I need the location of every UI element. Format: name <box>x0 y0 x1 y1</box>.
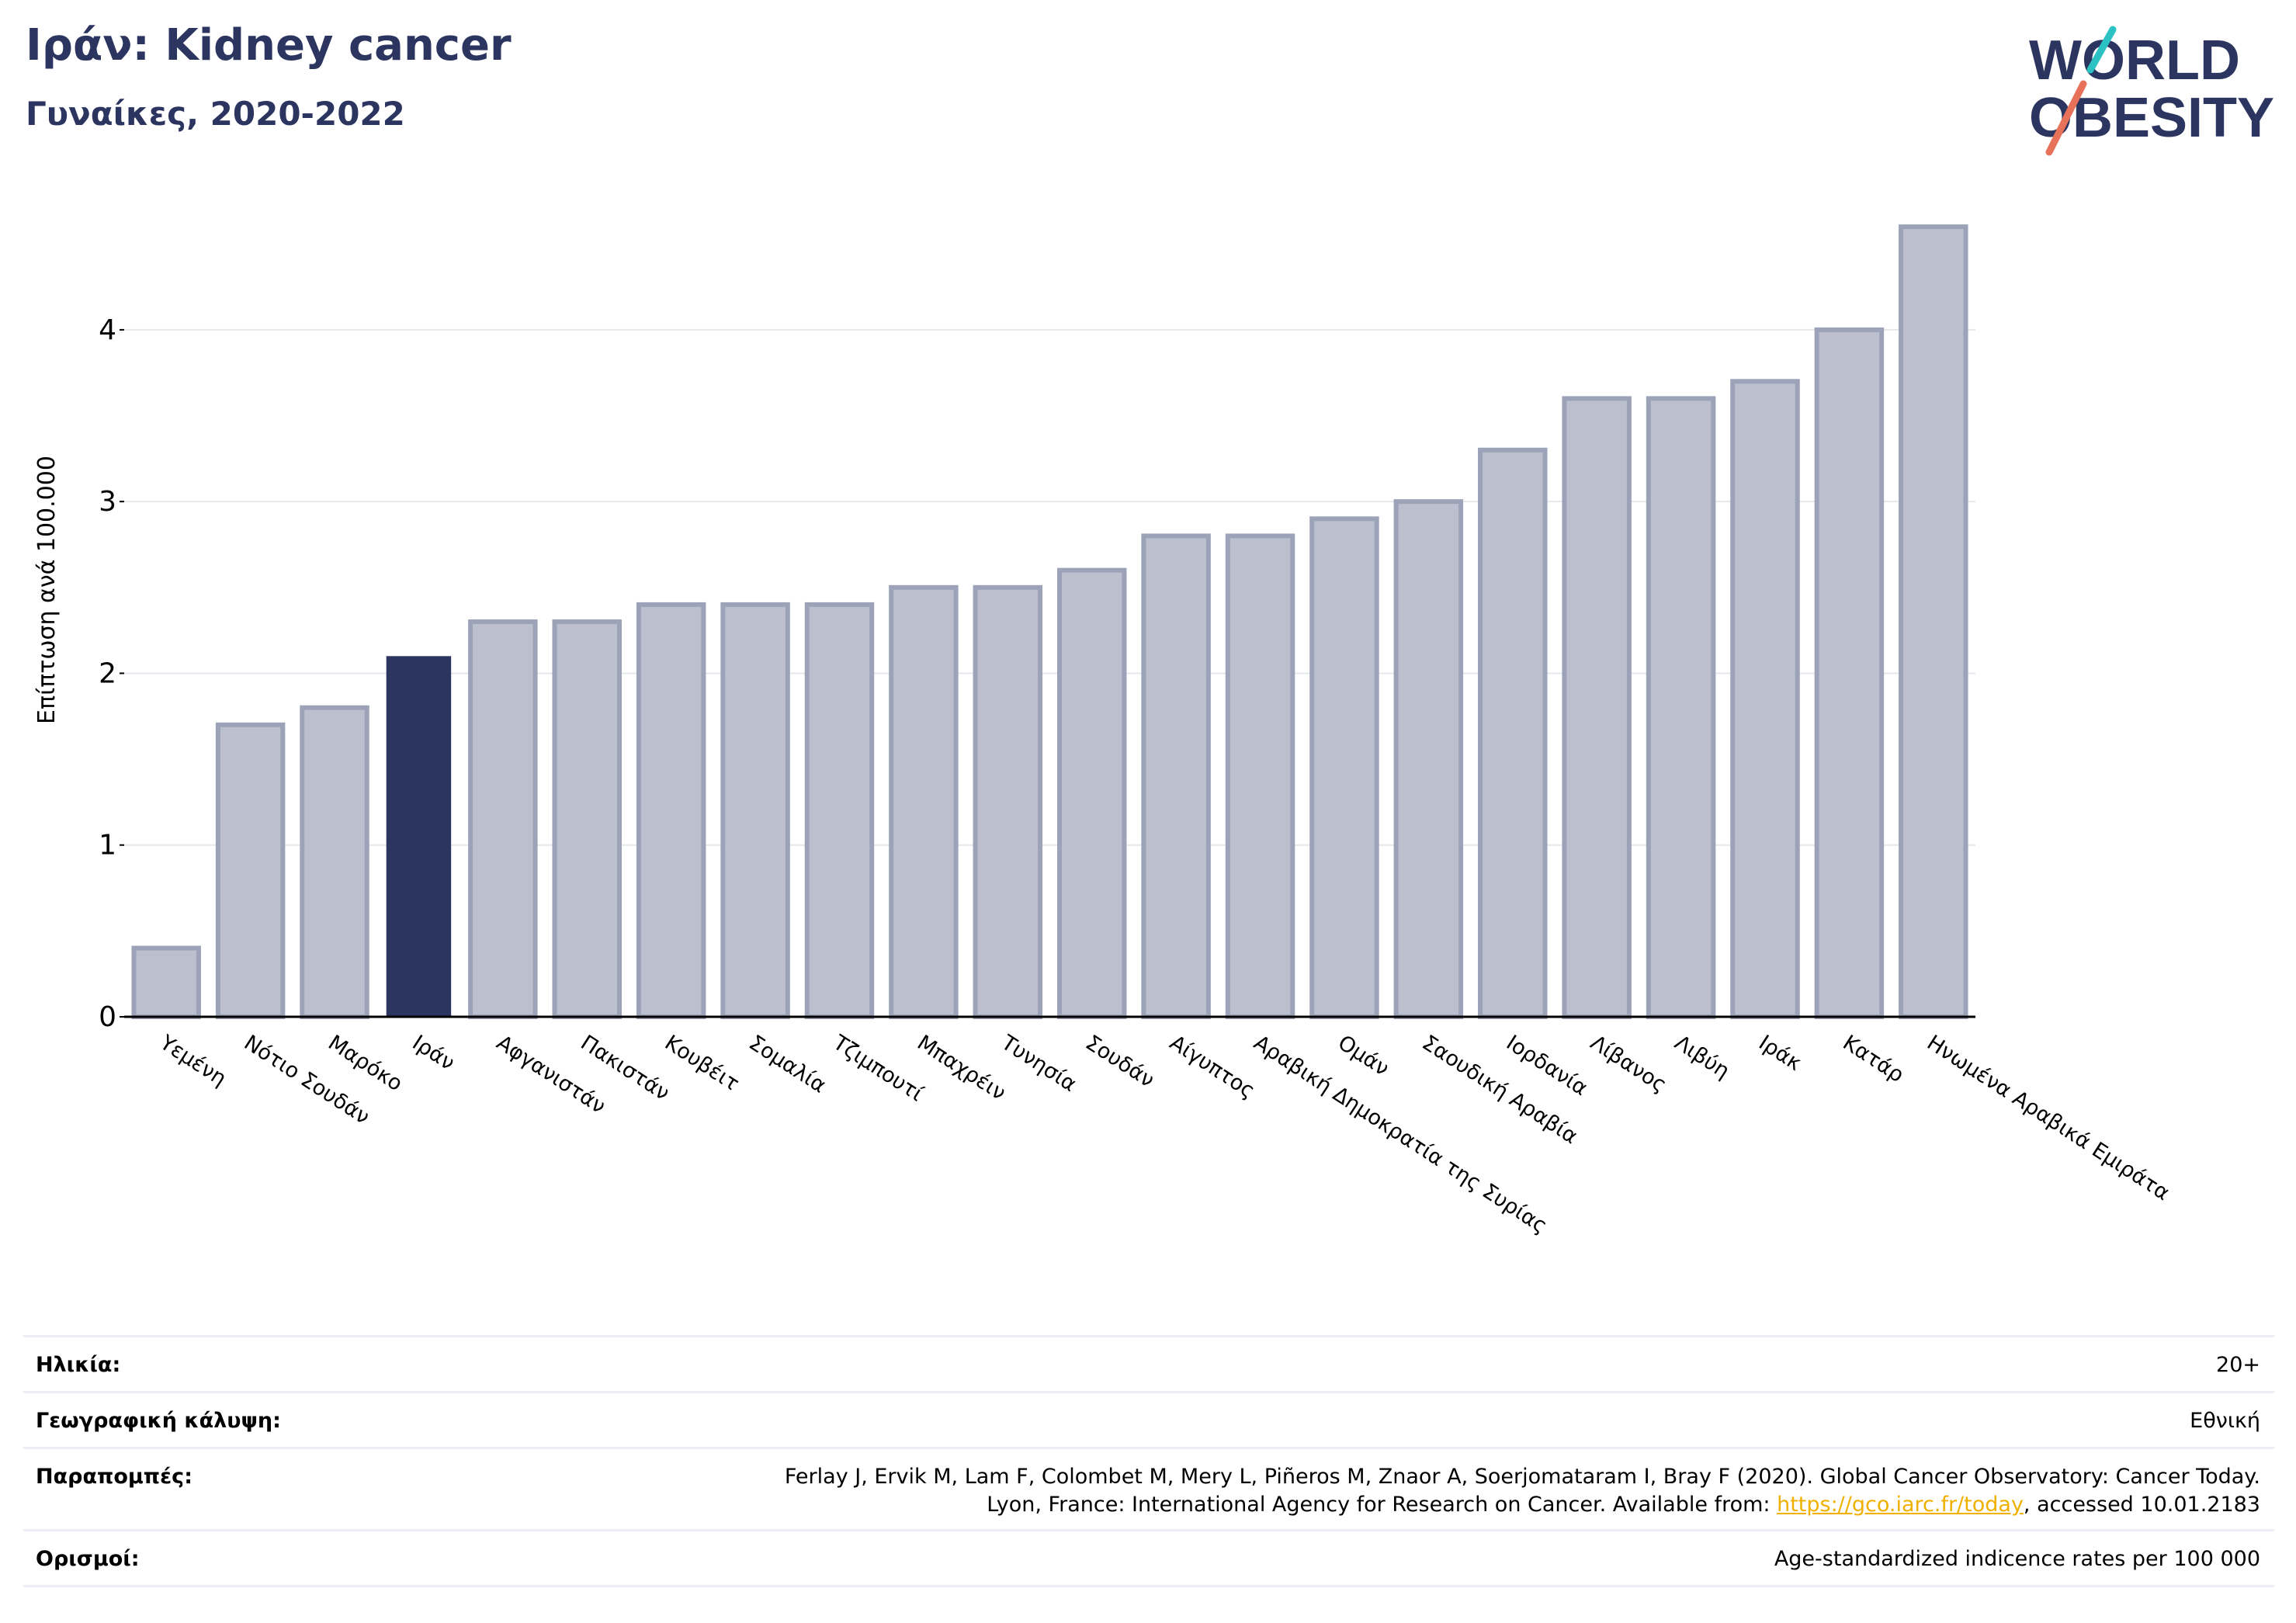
x-tick-label: Αίγυπτος <box>1165 1031 1259 1104</box>
meta-age-label: Ηλικία: <box>36 1353 121 1377</box>
meta-refs-line2-prefix: Lyon, France: International Agency for R… <box>987 1493 1777 1517</box>
bar <box>1899 224 1968 1019</box>
bar <box>636 602 706 1019</box>
meta-refs-line2: Lyon, France: International Agency for R… <box>987 1493 2260 1517</box>
bar <box>552 619 622 1019</box>
y-tick-label: 2 <box>99 657 116 689</box>
x-tick-label: Υεμένη <box>155 1030 231 1091</box>
bar <box>1478 447 1548 1019</box>
meta-coverage-value: Εθνική <box>2190 1409 2260 1433</box>
bar <box>1225 533 1295 1019</box>
meta-row-references: Παραπομπές: Ferlay J, Ervik M, Lam F, Co… <box>23 1447 2274 1529</box>
x-tick-label: Τζιμπουτί <box>828 1030 928 1106</box>
bar <box>1056 567 1127 1019</box>
x-tick-label: Αραβική Δημοκρατία της Συρίας <box>1250 1031 1552 1239</box>
logo-slash-teal <box>2086 26 2117 74</box>
logo-slash-coral <box>2045 80 2087 156</box>
bar <box>215 722 286 1019</box>
x-tick-label: Λιβύη <box>1670 1031 1734 1084</box>
bar <box>386 656 452 1017</box>
y-tick-label: 1 <box>99 830 116 862</box>
bar <box>131 945 201 1020</box>
metadata-table: Ηλικία: 20+ Γεωγραφική κάλυψη: Εθνική Πα… <box>23 1335 2274 1587</box>
bar <box>804 602 875 1019</box>
page-subtitle: Γυναίκες, 2020-2022 <box>26 95 405 133</box>
bar <box>1730 379 1800 1019</box>
x-tick-label: Τυνησία <box>997 1030 1081 1097</box>
refs-link[interactable]: https://gco.iarc.fr/today <box>1777 1493 2024 1517</box>
bars <box>131 224 1968 1020</box>
meta-age-value: 20+ <box>2216 1353 2260 1377</box>
meta-defs-label: Ορισμοί: <box>36 1547 140 1571</box>
bar <box>973 584 1043 1019</box>
y-tick-label: 0 <box>99 1001 116 1033</box>
bar <box>720 602 790 1019</box>
x-tick-label: Σαουδική Αραβία <box>1418 1031 1582 1149</box>
meta-row-definitions: Ορισμοί: Age-standardized indicence rate… <box>23 1529 2274 1585</box>
x-tick-label: Σομαλία <box>744 1031 830 1098</box>
x-tick-label: Κατάρ <box>1839 1031 1909 1087</box>
logo-text-world: WORLD <box>2029 29 2240 92</box>
bar <box>300 705 369 1020</box>
bar <box>889 584 959 1019</box>
meta-refs-label: Παραπομπές: <box>36 1465 192 1489</box>
y-axis-label: Επίπτωση ανά 100.000 <box>33 456 61 724</box>
meta-refs-line2-suffix: , accessed 10.01.2183 <box>2023 1493 2260 1517</box>
bar <box>1562 396 1632 1019</box>
x-tick-label: Ιράν <box>408 1031 460 1076</box>
x-tick-label: Ιράκ <box>1754 1031 1805 1076</box>
meta-defs-value: Age-standardized indicence rates per 100… <box>1774 1547 2260 1571</box>
x-tick-label: Ηνωμένα Αραβικά Εμιράτα <box>1923 1031 2174 1205</box>
meta-refs-line1: Ferlay J, Ervik M, Lam F, Colombet M, Me… <box>784 1465 2260 1489</box>
x-tick-label: Σουδάν <box>1081 1031 1159 1093</box>
y-tick-label: 4 <box>99 314 116 346</box>
bar <box>468 619 538 1019</box>
world-obesity-logo: WORLD OBESITY <box>2029 26 2274 156</box>
meta-row-coverage: Γεωγραφική κάλυψη: Εθνική <box>23 1391 2274 1447</box>
meta-bottom-border <box>23 1585 2274 1587</box>
x-tick-label: Λίβανος <box>1586 1031 1670 1098</box>
bar <box>1309 516 1379 1019</box>
bar <box>1814 327 1885 1019</box>
meta-coverage-label: Γεωγραφική κάλυψη: <box>36 1409 281 1433</box>
x-tick-label: Μπαχρέιν <box>913 1031 1010 1105</box>
x-tick-label: Ομάν <box>1334 1031 1393 1081</box>
meta-row-age: Ηλικία: 20+ <box>23 1335 2274 1391</box>
bar <box>1646 396 1716 1019</box>
bar <box>1141 533 1211 1019</box>
bar <box>1393 499 1464 1019</box>
page-title: Ιράν: Kidney cancer <box>26 20 512 71</box>
y-tick-label: 3 <box>99 486 116 518</box>
